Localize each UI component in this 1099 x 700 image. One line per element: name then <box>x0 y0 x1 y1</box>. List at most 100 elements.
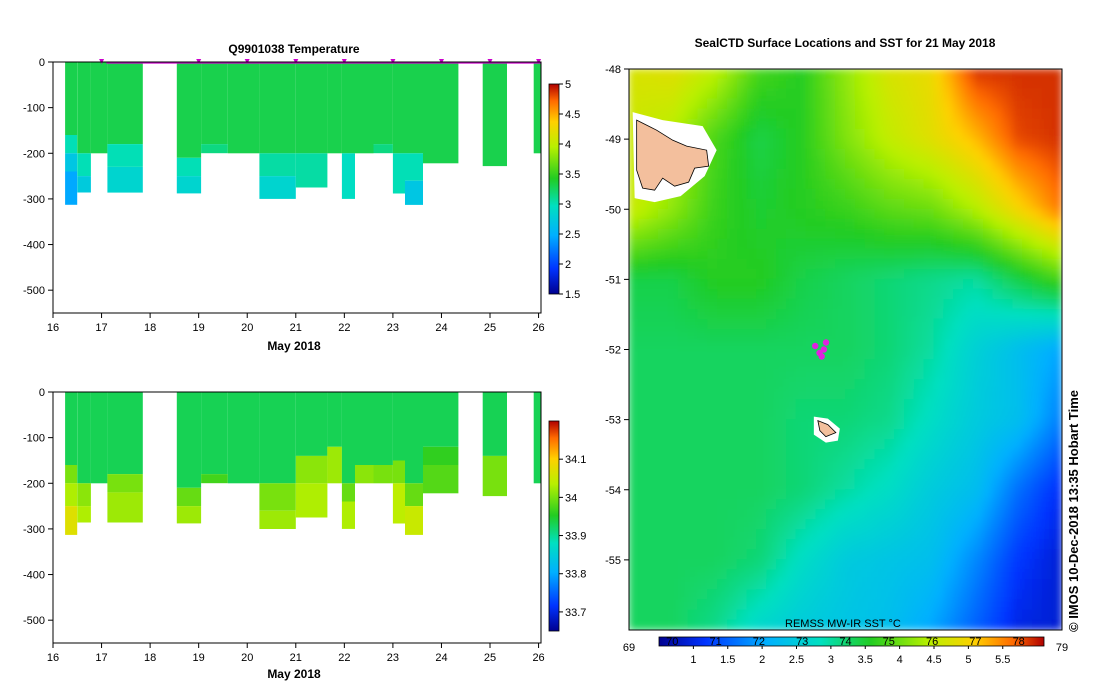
sst-cell <box>894 559 905 571</box>
sst-cell <box>667 108 679 120</box>
sst-cell <box>854 429 866 441</box>
sst-cell <box>697 379 709 391</box>
sst-cell <box>658 439 669 451</box>
sst-cell <box>825 198 837 210</box>
sst-cell <box>943 248 955 260</box>
sst-cell <box>776 339 787 350</box>
sst-cell <box>884 268 896 280</box>
sst-cell <box>776 469 787 481</box>
sst-cell <box>894 479 905 491</box>
sst-cell <box>972 268 984 280</box>
sst-cell <box>904 278 915 290</box>
sst-cell <box>786 258 797 270</box>
sst-cell <box>746 439 758 451</box>
sst-cell <box>726 88 738 100</box>
sst-cell <box>943 589 955 601</box>
sst-cell <box>815 569 827 581</box>
sst-cell <box>1012 128 1024 140</box>
sst-cell <box>1022 529 1033 541</box>
sst-cell <box>667 539 679 551</box>
sst-cell <box>658 449 669 461</box>
sst-cell <box>884 218 896 230</box>
sst-cell <box>884 429 896 441</box>
profile-column <box>327 62 342 154</box>
sst-cell <box>805 619 817 630</box>
sst-cell <box>1012 198 1024 210</box>
sst-cell <box>1041 499 1053 511</box>
sst-cell <box>697 559 709 571</box>
sst-cell <box>972 399 984 411</box>
sst-cell <box>766 449 778 461</box>
sst-cell <box>1051 78 1062 90</box>
sst-cell <box>736 138 748 150</box>
sst-cell <box>805 519 817 531</box>
sst-cell <box>756 158 768 170</box>
sst-cell <box>904 168 915 180</box>
sst-cell <box>766 168 778 180</box>
sst-cell <box>904 228 915 240</box>
sst-cell <box>776 569 787 581</box>
sst-cell <box>1051 449 1062 461</box>
sst-cell <box>687 359 699 370</box>
sst-cell <box>687 529 699 541</box>
sst-cell <box>776 329 787 340</box>
sst-cell <box>736 288 748 300</box>
sst-cell <box>972 318 984 330</box>
sst-cell <box>707 88 718 100</box>
sst-cell <box>815 138 827 150</box>
profile-layer <box>259 392 296 484</box>
sst-cell <box>658 609 669 621</box>
sst-cell <box>648 198 659 210</box>
sst-cell <box>658 349 669 360</box>
sst-cell <box>1012 318 1024 330</box>
sst-cell <box>1032 188 1043 200</box>
sst-cell <box>933 298 945 310</box>
sst-cell <box>923 619 935 630</box>
salinity-y-axis: 0-100-200-300-400-500 <box>23 387 53 627</box>
sst-cell <box>845 218 856 230</box>
sst-cell <box>943 318 955 330</box>
sst-cell <box>667 288 679 300</box>
sst-cell <box>1032 228 1043 240</box>
sst-cell <box>963 308 974 320</box>
sst-cell <box>717 359 728 370</box>
sst-cell <box>736 439 748 451</box>
sst-cell <box>982 78 994 90</box>
sst-cell <box>1051 268 1062 280</box>
sst-cell <box>677 318 689 330</box>
sst-cell <box>1041 569 1053 581</box>
sst-cell <box>638 379 650 391</box>
sst-cell <box>776 178 787 190</box>
sst-cell <box>736 238 748 250</box>
sst-cell <box>845 619 856 630</box>
sst-cell <box>815 168 827 180</box>
sst-cell <box>923 389 935 401</box>
sst-cell <box>943 549 955 561</box>
sst-cell <box>736 539 748 551</box>
sst-cell <box>1051 419 1062 431</box>
sst-cell <box>795 98 807 110</box>
sst-cell <box>923 449 935 461</box>
sst-cell <box>687 228 699 240</box>
sst-cell <box>825 349 837 360</box>
sst-cell <box>992 69 1004 80</box>
sst-cell <box>786 318 797 330</box>
sst-cell <box>638 569 650 581</box>
sst-cell <box>1002 228 1014 240</box>
sst-cell <box>658 308 669 320</box>
sst-cell <box>1041 178 1053 190</box>
imos-credit: © IMOS 10-Dec-2018 13:35 Hobart Time <box>1066 390 1081 632</box>
sst-cell <box>854 258 866 270</box>
sst-cell <box>677 198 689 210</box>
sst-cell <box>648 509 659 521</box>
sst-cell <box>667 208 679 220</box>
sst-cell <box>736 158 748 170</box>
sst-cell <box>913 308 925 320</box>
sst-cell <box>717 148 728 160</box>
sst-cell <box>1051 178 1062 190</box>
sst-cell <box>629 339 640 350</box>
sst-cell <box>736 118 748 130</box>
sst-cell <box>963 569 974 581</box>
sst-cell <box>1002 248 1014 260</box>
sst-cell <box>687 268 699 280</box>
